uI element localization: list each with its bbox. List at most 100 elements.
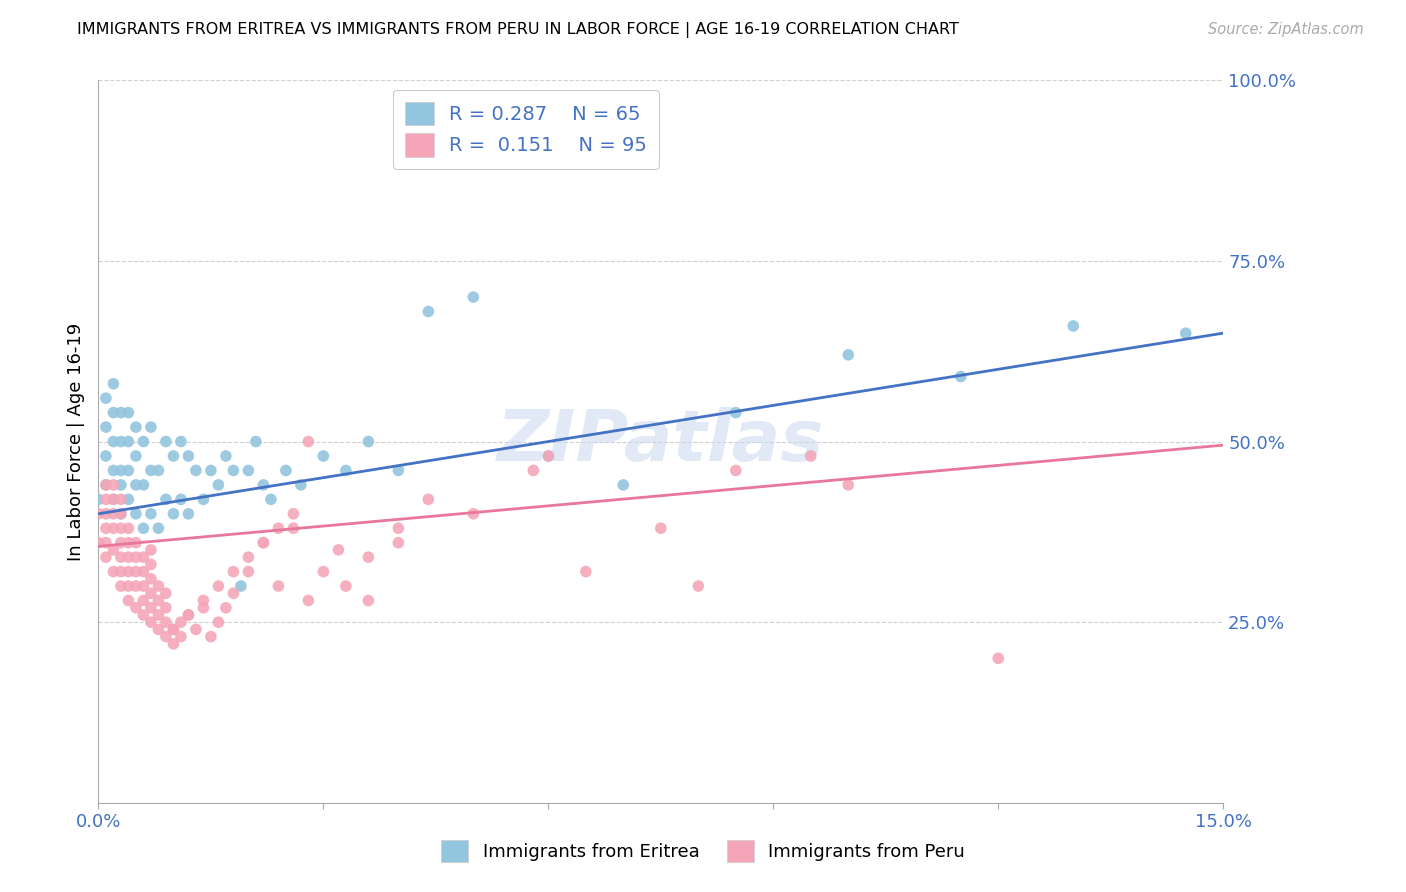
Point xyxy=(162,449,184,463)
Point xyxy=(103,463,125,477)
Point xyxy=(162,637,184,651)
Point xyxy=(335,579,357,593)
Point xyxy=(357,550,380,565)
Point xyxy=(139,572,162,586)
Point xyxy=(117,593,139,607)
Point xyxy=(125,507,148,521)
Point xyxy=(193,492,215,507)
Point xyxy=(612,478,634,492)
Point xyxy=(207,615,229,630)
Point xyxy=(987,651,1010,665)
Point xyxy=(252,535,274,549)
Point xyxy=(110,535,132,549)
Point xyxy=(274,463,297,477)
Point xyxy=(184,463,207,477)
Point xyxy=(117,550,139,565)
Point xyxy=(155,600,177,615)
Point xyxy=(215,449,238,463)
Point xyxy=(94,507,117,521)
Point xyxy=(328,542,350,557)
Point xyxy=(575,565,598,579)
Point xyxy=(132,550,155,565)
Point xyxy=(162,623,184,637)
Point xyxy=(125,535,148,549)
Point xyxy=(117,579,139,593)
Point xyxy=(418,304,440,318)
Point xyxy=(125,600,148,615)
Point xyxy=(103,376,125,391)
Point xyxy=(1174,326,1197,340)
Point xyxy=(110,507,132,521)
Point xyxy=(207,579,229,593)
Point xyxy=(148,579,170,593)
Point xyxy=(155,434,177,449)
Point xyxy=(94,420,117,434)
Point xyxy=(800,449,823,463)
Point xyxy=(148,607,170,622)
Point xyxy=(267,521,290,535)
Point xyxy=(117,535,139,549)
Point xyxy=(94,535,117,549)
Point xyxy=(139,586,162,600)
Point xyxy=(117,406,139,420)
Point xyxy=(148,521,170,535)
Point xyxy=(148,623,170,637)
Point xyxy=(110,507,132,521)
Point xyxy=(949,369,972,384)
Point xyxy=(94,478,117,492)
Point xyxy=(110,550,132,565)
Point xyxy=(103,492,125,507)
Point xyxy=(132,593,155,607)
Text: Source: ZipAtlas.com: Source: ZipAtlas.com xyxy=(1208,22,1364,37)
Point xyxy=(94,449,117,463)
Point xyxy=(155,492,177,507)
Point xyxy=(87,535,110,549)
Point xyxy=(155,615,177,630)
Point xyxy=(215,600,238,615)
Point xyxy=(139,420,162,434)
Point xyxy=(139,507,162,521)
Point xyxy=(94,492,117,507)
Point xyxy=(650,521,672,535)
Point xyxy=(110,463,132,477)
Point xyxy=(103,542,125,557)
Point xyxy=(125,420,148,434)
Point xyxy=(110,521,132,535)
Point xyxy=(177,507,200,521)
Point xyxy=(238,550,260,565)
Point xyxy=(537,449,560,463)
Point xyxy=(252,535,274,549)
Point xyxy=(193,600,215,615)
Point xyxy=(170,492,193,507)
Point xyxy=(110,406,132,420)
Point xyxy=(103,521,125,535)
Point xyxy=(193,593,215,607)
Point xyxy=(94,521,117,535)
Point xyxy=(1062,318,1084,333)
Point xyxy=(387,535,409,549)
Point xyxy=(132,607,155,622)
Point xyxy=(117,565,139,579)
Point xyxy=(252,478,274,492)
Point xyxy=(537,449,560,463)
Point xyxy=(132,434,155,449)
Point xyxy=(229,579,252,593)
Point xyxy=(267,579,290,593)
Point xyxy=(148,593,170,607)
Point xyxy=(238,463,260,477)
Point xyxy=(110,579,132,593)
Point xyxy=(724,463,747,477)
Point xyxy=(103,478,125,492)
Point xyxy=(170,630,193,644)
Point xyxy=(103,507,125,521)
Point xyxy=(238,565,260,579)
Point xyxy=(103,565,125,579)
Point xyxy=(463,507,485,521)
Point xyxy=(125,550,148,565)
Legend: R = 0.287    N = 65, R =  0.151    N = 95: R = 0.287 N = 65, R = 0.151 N = 95 xyxy=(392,90,659,169)
Point xyxy=(132,579,155,593)
Point xyxy=(132,478,155,492)
Point xyxy=(110,492,132,507)
Legend: Immigrants from Eritrea, Immigrants from Peru: Immigrants from Eritrea, Immigrants from… xyxy=(434,833,972,870)
Point xyxy=(139,463,162,477)
